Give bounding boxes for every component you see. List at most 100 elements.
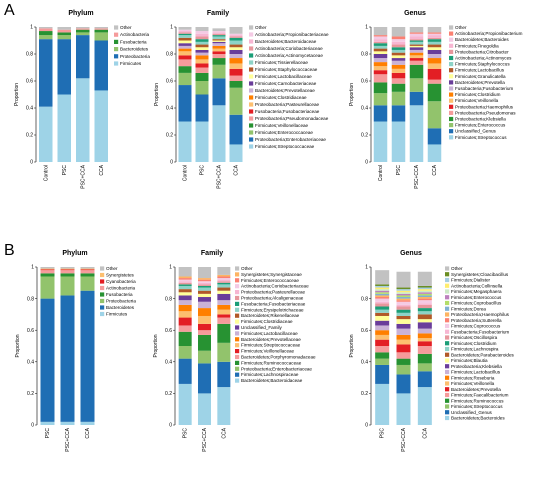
bar-segment (391, 44, 406, 48)
bar-segment (396, 306, 411, 310)
legend-swatch (445, 272, 450, 277)
bar-segment (212, 64, 226, 79)
bar-segment (396, 328, 411, 335)
bar-segment (195, 63, 209, 68)
bar-segment (229, 49, 243, 54)
legend-swatch (445, 289, 450, 294)
legend-label: Proteobacteria;Sutterella (451, 318, 502, 323)
legend-swatch (445, 375, 450, 380)
bar-segment (178, 292, 192, 296)
legend-label: Firmicutes;Enterococcus (455, 123, 506, 128)
legend-label: Bacteroidetes;Prevotellaceae (241, 337, 301, 342)
bar-segment (396, 364, 411, 375)
bar-segment (212, 32, 226, 34)
bar-segment (178, 300, 192, 305)
legend-swatch (249, 39, 254, 44)
bar-segment (178, 331, 192, 346)
legend-swatch (249, 32, 254, 37)
bar-segment (40, 269, 55, 271)
bar-segment (396, 319, 411, 324)
x-tick-label: CCA (99, 164, 105, 175)
bar-segment (229, 47, 243, 50)
bar-segment (375, 287, 390, 290)
y-tick-label: 0.2 (165, 391, 172, 397)
x-tick-label: PSC+CCA (202, 427, 208, 451)
bar-segment (94, 28, 108, 30)
legend-swatch (235, 284, 240, 289)
bar-segment (212, 105, 226, 162)
legend-label: Firmicutes;Streptococcaceae (255, 144, 315, 149)
bar-segment (375, 330, 390, 335)
legend-swatch (449, 37, 454, 42)
bar-segment (178, 285, 192, 290)
legend-label: Firmicutes;Clostridiaceae (241, 319, 293, 324)
bar-segment (391, 58, 406, 61)
bar-segment (178, 121, 192, 162)
bar-segment (94, 90, 108, 162)
legend-label: Firmicutes;Staphylococcus (455, 62, 510, 67)
bar-segment (409, 91, 424, 106)
bar-segment (60, 421, 75, 425)
legend-label: Firmicutes (120, 61, 142, 66)
bar-segment (229, 37, 243, 41)
bar-segment (178, 51, 192, 56)
bar-segment (409, 52, 424, 56)
legend-label: Firmicutes;Veillonellaceae (255, 123, 309, 128)
bar-segment (198, 350, 211, 364)
legend-swatch (235, 354, 240, 360)
bar-segment (212, 41, 226, 44)
bar-segment (375, 383, 390, 425)
bar-segment (198, 308, 211, 316)
bar-segment (375, 339, 390, 346)
bar-segment (396, 358, 411, 365)
y-axis-label: Proportion (153, 334, 159, 357)
bar-segment (427, 144, 442, 162)
legend-swatch (445, 277, 450, 283)
legend-label: Other (255, 25, 267, 30)
legend-label: Proteobacteria;Klebsiella (451, 364, 502, 369)
bar-segment (60, 268, 75, 270)
legend-label: Synergistetes (106, 273, 135, 278)
legend-swatch (449, 49, 454, 54)
y-tick-label: 0.6 (26, 79, 33, 85)
legend-label: Firmicutes;Blautia (451, 358, 488, 363)
bar-segment (396, 287, 411, 290)
bar-segment (198, 334, 211, 351)
legend-label: Firmicutes;Enterococcaceae (241, 278, 299, 283)
legend-label: Other (106, 266, 118, 271)
y-tick-label: 0.4 (165, 360, 172, 366)
bar-segment (195, 121, 209, 162)
legend-swatch (445, 329, 450, 334)
bar-segment (217, 361, 231, 388)
legend-swatch (445, 415, 450, 421)
bar-segment (417, 346, 432, 354)
bar-segment (409, 32, 424, 34)
bar-segment (417, 338, 432, 342)
bar-segment (391, 47, 406, 50)
legend-swatch (235, 372, 240, 377)
bar-segment (178, 37, 192, 41)
bar-segment (375, 290, 390, 293)
legend-swatch (114, 47, 119, 52)
y-tick-label: 0.2 (361, 391, 368, 397)
bar-segment (178, 72, 192, 86)
bar-segment (391, 105, 406, 122)
bar-segment (229, 75, 243, 81)
legend-swatch (445, 266, 450, 271)
legend-label: Firmicutes (106, 312, 128, 317)
legend-swatch (449, 80, 454, 85)
legend-swatch (445, 352, 450, 357)
legend-label: Firmicutes;Lactobacillus (451, 370, 501, 375)
chart-5: Genus 0 0.2 0.4 0.6 0.8 1 Proportion PSC PSC+CCA C… (349, 250, 515, 452)
bar-segment (198, 363, 211, 394)
bar-segment (217, 290, 231, 294)
legend-swatch (114, 39, 119, 44)
bar-segment (198, 287, 211, 291)
bar-segment (60, 295, 75, 422)
bar-segment (195, 33, 209, 37)
legend-swatch (249, 130, 254, 135)
bar-segment (409, 44, 424, 46)
bar-segment (391, 72, 406, 79)
